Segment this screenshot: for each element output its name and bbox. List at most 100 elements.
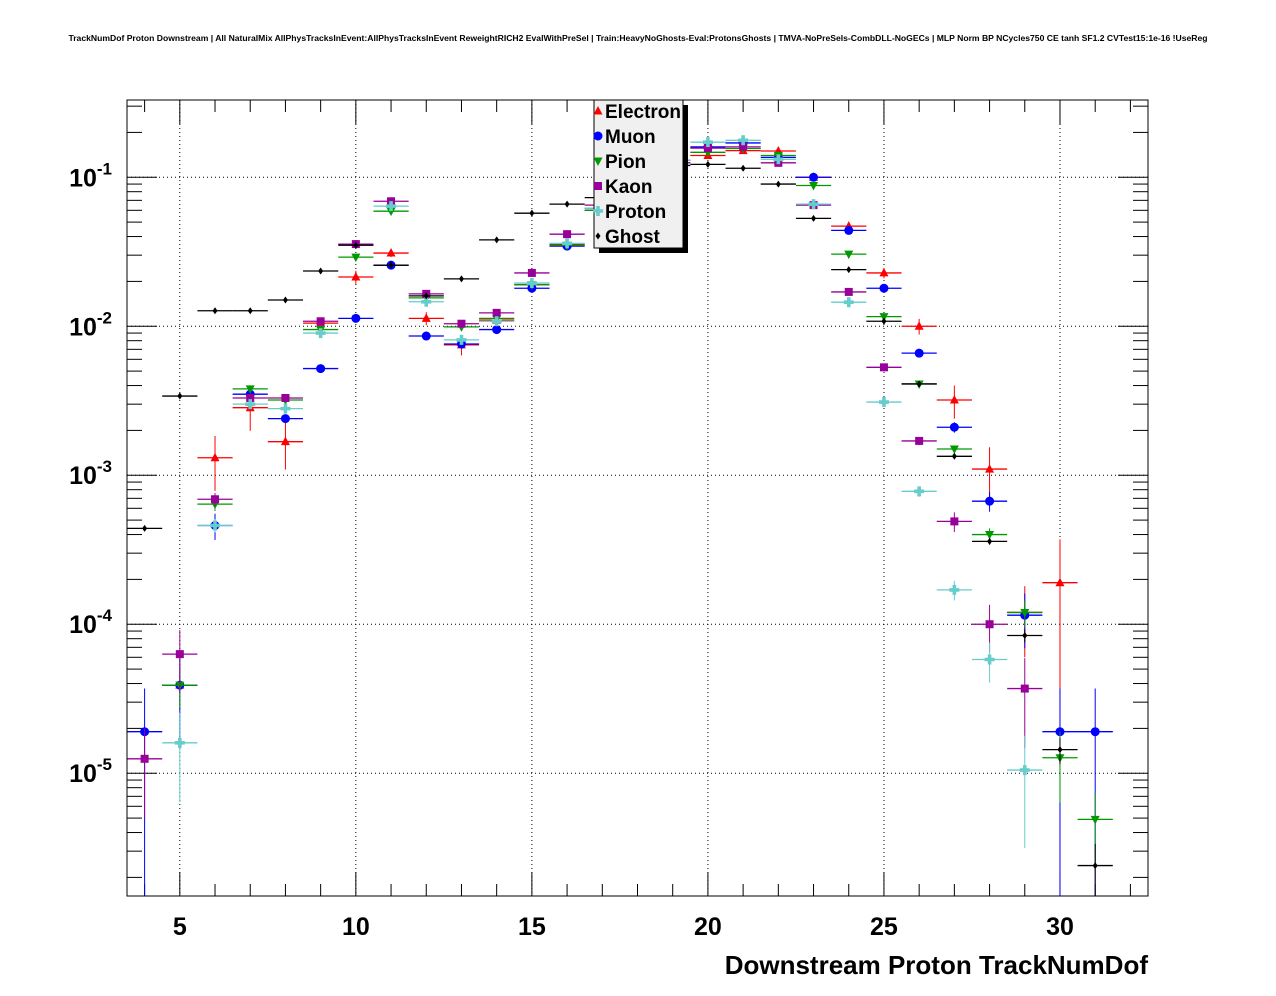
data-point xyxy=(1022,632,1028,640)
legend-box xyxy=(593,99,684,249)
legend-label: Kaon xyxy=(605,177,653,198)
x-tick-label: 15 xyxy=(518,913,546,941)
x-tick-label: 30 xyxy=(1046,913,1074,941)
data-point xyxy=(1057,746,1063,754)
data-point xyxy=(280,436,290,446)
chart-title: TrackNumDof Proton Downstream | All Natu… xyxy=(68,33,1208,43)
legend-label: Electron xyxy=(605,102,681,123)
data-point xyxy=(316,364,326,374)
x-tick-label: 10 xyxy=(342,913,370,941)
data-point xyxy=(740,164,746,172)
y-tick-label: 10-5 xyxy=(69,755,112,788)
data-point xyxy=(949,584,960,595)
data-point xyxy=(843,297,854,308)
data-point xyxy=(423,292,429,300)
data-point xyxy=(705,160,711,168)
data-point xyxy=(529,209,535,217)
data-point xyxy=(315,328,326,339)
data-point xyxy=(526,278,537,289)
data-point xyxy=(210,452,220,462)
axis-ticks xyxy=(127,100,1148,896)
data-point xyxy=(563,230,572,239)
series-ghost xyxy=(127,160,1113,896)
data-point xyxy=(739,142,748,151)
data-point xyxy=(984,654,995,665)
legend-marker-proton xyxy=(593,206,603,216)
legend-marker-electron xyxy=(593,106,603,115)
data-point xyxy=(280,403,291,414)
x-axis-title: Downstream Proton TrackNumDof xyxy=(725,950,1149,980)
data-point xyxy=(245,399,256,410)
x-tick-label: 5 xyxy=(173,913,187,941)
data-point xyxy=(421,313,431,322)
y-tick-exponent: -3 xyxy=(97,457,112,476)
data-point xyxy=(1090,815,1100,825)
data-point xyxy=(811,214,817,222)
data-point xyxy=(703,144,712,153)
data-point xyxy=(318,267,324,275)
data-point xyxy=(457,319,466,328)
data-point xyxy=(844,225,854,235)
legend: Electron Muon Pion Kaon Proton Ghost xyxy=(593,99,688,253)
data-point xyxy=(386,207,396,217)
y-tick-label: 10-1 xyxy=(69,159,112,192)
y-tick-exponent: -2 xyxy=(97,308,112,327)
data-point xyxy=(282,296,288,304)
y-tick-base: 10 xyxy=(69,313,97,341)
data-point xyxy=(1020,684,1029,693)
data-point xyxy=(987,537,993,545)
data-point xyxy=(351,313,361,323)
legend-marker-pion xyxy=(593,157,603,166)
data-point xyxy=(773,154,784,165)
data-point xyxy=(775,180,781,188)
data-point xyxy=(951,452,957,460)
data-point xyxy=(809,182,819,191)
data-point xyxy=(492,308,501,317)
data-point xyxy=(1020,608,1030,618)
data-point xyxy=(702,137,713,148)
data-point xyxy=(1019,765,1030,776)
y-tick-exponent: -1 xyxy=(97,159,112,178)
legend-marker-muon xyxy=(593,131,603,141)
data-point xyxy=(879,313,889,322)
legend-label: Pion xyxy=(605,152,646,173)
y-tick-exponent: -4 xyxy=(97,606,113,625)
data-point xyxy=(738,135,749,146)
data-point xyxy=(1090,727,1100,737)
legend-label: Proton xyxy=(605,202,666,223)
data-point xyxy=(808,199,819,210)
data-point xyxy=(844,250,854,260)
data-point xyxy=(316,317,325,326)
data-point xyxy=(527,268,536,277)
data-point xyxy=(177,392,183,400)
x-tick-label: 25 xyxy=(870,913,898,941)
legend-label: Ghost xyxy=(605,227,661,248)
data-point xyxy=(388,261,394,269)
data-point xyxy=(421,296,432,307)
data-point xyxy=(879,283,889,293)
y-tick-exponent: -5 xyxy=(97,755,112,774)
data-point xyxy=(245,385,255,394)
data-point xyxy=(949,394,959,404)
legend-label: Muon xyxy=(605,127,656,148)
data-point xyxy=(210,520,221,531)
data-point xyxy=(879,267,889,277)
data-point xyxy=(353,241,359,249)
data-point xyxy=(386,248,396,257)
data-point xyxy=(950,517,959,526)
data-point xyxy=(142,524,148,532)
data-point xyxy=(281,393,290,402)
data-point xyxy=(985,496,995,506)
data-point xyxy=(879,363,888,372)
data-point xyxy=(246,393,255,402)
data-point xyxy=(212,307,218,315)
y-tick-base: 10 xyxy=(69,164,97,192)
data-point xyxy=(174,737,185,748)
data-point xyxy=(421,331,431,341)
data-point xyxy=(914,348,924,358)
data-point xyxy=(916,380,922,388)
data-point xyxy=(949,422,959,432)
x-tick-label: 20 xyxy=(694,913,722,941)
data-point xyxy=(564,200,570,208)
